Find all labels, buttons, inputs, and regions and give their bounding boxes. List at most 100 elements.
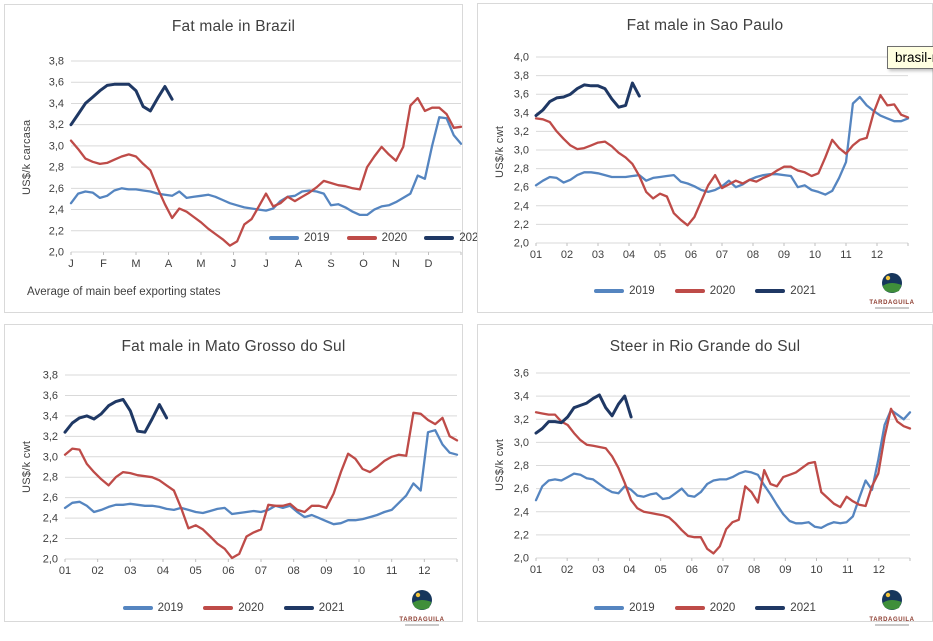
svg-text:04: 04 [623, 249, 635, 261]
logo-wordmark: TARDAGUILA [869, 617, 915, 623]
svg-text:09: 09 [320, 565, 332, 577]
chart-legend: 2019 2020 2021 [478, 285, 932, 297]
svg-text:02: 02 [561, 564, 573, 576]
chart-panel-rio-grande-do-sul: Steer in Rio Grande do Sul US$/k cwt 2,0… [477, 324, 933, 626]
legend-swatch-2020 [203, 606, 234, 610]
tardaguila-globe-icon [881, 590, 903, 615]
legend-item-2019: 2019 [594, 285, 655, 297]
svg-text:05: 05 [190, 565, 202, 577]
logo-subtext-line [875, 624, 909, 626]
svg-text:10: 10 [353, 565, 365, 577]
legend-item-2021: 2021 [424, 232, 485, 244]
svg-text:08: 08 [288, 565, 300, 577]
svg-text:3,6: 3,6 [514, 89, 529, 101]
svg-text:2,8: 2,8 [514, 163, 529, 175]
svg-text:2,6: 2,6 [49, 183, 64, 195]
svg-text:M: M [196, 258, 205, 270]
svg-text:06: 06 [685, 249, 697, 261]
svg-text:3,2: 3,2 [514, 126, 529, 138]
svg-text:3,6: 3,6 [43, 390, 58, 402]
svg-text:S: S [327, 258, 334, 270]
svg-text:11: 11 [840, 249, 851, 261]
legend-label-2019: 2019 [629, 285, 655, 297]
svg-text:J: J [263, 258, 269, 270]
svg-text:3,0: 3,0 [43, 451, 58, 463]
svg-text:F: F [100, 258, 107, 270]
legend-item-2020: 2020 [674, 285, 736, 297]
svg-text:D: D [425, 258, 433, 270]
legend-swatch-2019 [122, 606, 153, 610]
chart-plot: 2,0 2,2 2,4 2,6 2,8 3,0 3,2 3,4 3,6 01 02 03 04 05 06 0… [514, 368, 912, 576]
chart-title: Fat male in Brazil [171, 18, 296, 35]
svg-text:01: 01 [59, 565, 71, 577]
svg-text:3,4: 3,4 [514, 107, 529, 119]
svg-text:3,6: 3,6 [49, 77, 64, 89]
svg-text:3,0: 3,0 [49, 140, 64, 152]
legend-label-2020: 2020 [238, 602, 264, 614]
chart-plot: 2,0 2,2 2,4 2,6 2,8 3,0 3,2 3,4 3,6 3,8 4,0 01 02 03 0… [514, 52, 910, 261]
svg-text:2,2: 2,2 [514, 219, 529, 231]
svg-text:09: 09 [778, 249, 790, 261]
logo-subtext-line [875, 307, 909, 309]
chart-plot: 2,0 2,2 2,4 2,6 2,8 3,0 3,2 3,4 3,6 3,8 01 02 03 04 05… [43, 370, 459, 577]
svg-text:06: 06 [222, 565, 234, 577]
chart-title: Steer in Rio Grande do Sul [609, 338, 801, 355]
legend-swatch-2019 [269, 236, 299, 240]
svg-text:08: 08 [747, 249, 759, 261]
legend-item-2020: 2020 [203, 602, 264, 614]
logo-subtext-line [405, 624, 439, 626]
tardaguila-globe-icon [411, 590, 433, 615]
legend-label-2021: 2021 [790, 285, 816, 297]
svg-text:10: 10 [809, 249, 821, 261]
svg-text:08: 08 [748, 564, 760, 576]
chart-panel-mato-grosso-do-sul: Fat male in Mato Grosso do Sul US$/k cwt… [4, 324, 463, 626]
legend-item-2020: 2020 [674, 602, 735, 614]
svg-text:01: 01 [530, 249, 542, 261]
svg-text:07: 07 [717, 564, 729, 576]
chart-title: Fat male in Sao Paulo [626, 17, 784, 34]
tardaguila-logo: TARDAGUILA [864, 589, 920, 626]
legend-label-2019: 2019 [157, 602, 184, 614]
svg-text:2,4: 2,4 [49, 204, 64, 216]
svg-text:3,4: 3,4 [514, 391, 529, 403]
legend-swatch-2019 [594, 606, 625, 610]
svg-text:2,6: 2,6 [514, 182, 529, 194]
svg-text:2,4: 2,4 [514, 506, 529, 518]
svg-text:A: A [295, 258, 303, 270]
svg-text:07: 07 [716, 249, 728, 261]
svg-text:2,2: 2,2 [514, 529, 529, 541]
svg-text:06: 06 [686, 564, 698, 576]
svg-text:12: 12 [418, 565, 430, 577]
svg-text:03: 03 [592, 564, 604, 576]
legend-item-2019: 2019 [269, 232, 330, 244]
svg-text:3,6: 3,6 [514, 368, 529, 380]
legend-label-2021: 2021 [790, 602, 816, 614]
svg-text:3,4: 3,4 [49, 98, 64, 110]
svg-text:2,2: 2,2 [43, 533, 58, 545]
legend-label-2020: 2020 [709, 285, 736, 297]
chart-panel-sao-paulo: Fat male in Sao Paulo US$/k cwt 2,0 2,2 2,… [477, 3, 933, 313]
legend-swatch-2020 [346, 236, 377, 240]
svg-text:3,8: 3,8 [514, 70, 529, 82]
legend-item-2019: 2019 [594, 602, 655, 614]
svg-text:2,6: 2,6 [514, 483, 529, 495]
legend-label-2019: 2019 [304, 232, 330, 244]
tooltip: brasil-r [887, 46, 933, 69]
legend-label-2020: 2020 [381, 232, 408, 244]
svg-text:12: 12 [873, 564, 885, 576]
tardaguila-logo: TARDAGUILA [864, 272, 920, 309]
svg-text:2,8: 2,8 [43, 472, 58, 484]
svg-text:05: 05 [654, 249, 666, 261]
legend-item-2021: 2021 [755, 602, 816, 614]
legend-label-2021: 2021 [318, 602, 345, 614]
svg-text:N: N [392, 258, 400, 270]
svg-text:2,0: 2,0 [43, 554, 58, 566]
svg-text:01: 01 [530, 564, 542, 576]
svg-text:09: 09 [779, 564, 791, 576]
legend-swatch-2020 [674, 289, 705, 293]
svg-text:03: 03 [592, 249, 604, 261]
chart-legend: 2019 2020 2021 [269, 232, 485, 244]
svg-text:4,0: 4,0 [514, 52, 529, 64]
svg-text:2,4: 2,4 [514, 200, 529, 212]
